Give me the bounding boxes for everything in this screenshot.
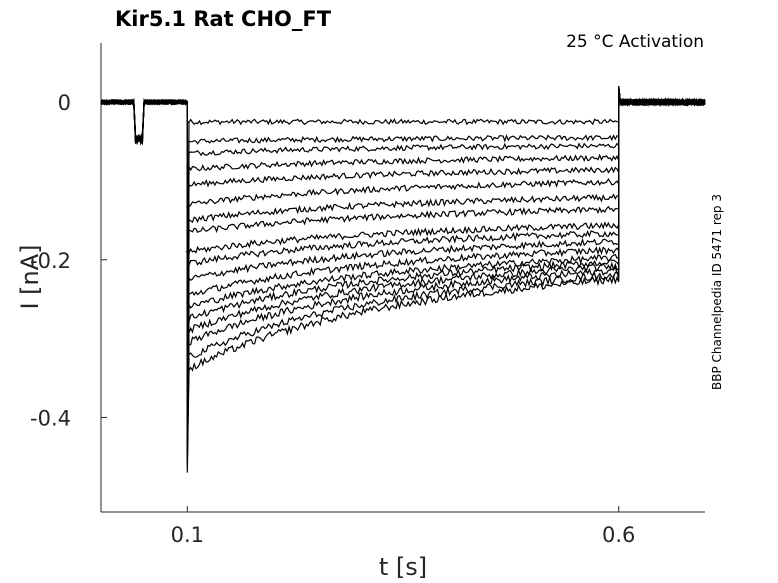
current-trace <box>100 86 706 374</box>
x-axis-label: t [s] <box>379 553 427 581</box>
y-axis-label: I [nA] <box>16 244 44 309</box>
traces <box>100 86 706 473</box>
current-trace <box>100 86 706 442</box>
current-trace <box>100 86 706 387</box>
current-trace <box>100 86 706 448</box>
current-trace <box>100 86 706 473</box>
y-tick-label: 0 <box>58 91 71 115</box>
current-trace <box>100 86 706 467</box>
current-trace <box>100 86 706 455</box>
current-trace <box>100 86 706 405</box>
condition-annotation: 25 °C Activation <box>566 32 704 52</box>
current-trace <box>100 86 706 461</box>
current-trace <box>100 86 706 436</box>
current-trace <box>100 86 706 368</box>
channelpedia-id-label: BBP Channelpedia ID 5471 rep 3 <box>710 194 724 390</box>
current-trace <box>100 86 706 430</box>
ticks: 0.1 0.6 0 -0.2 -0.4 <box>30 91 635 547</box>
x-tick-label: 0.1 <box>171 523 204 547</box>
axes <box>100 43 705 513</box>
current-trace <box>100 86 706 399</box>
chart-title: Kir5.1 Rat CHO_FT <box>115 7 332 31</box>
current-trace <box>100 86 706 381</box>
y-tick-label: -0.4 <box>30 406 71 430</box>
y-tick-label: -0.2 <box>30 249 71 273</box>
x-tick-label: 0.6 <box>602 523 635 547</box>
current-trace <box>100 86 706 424</box>
current-trace <box>100 86 706 393</box>
current-trace <box>100 86 706 411</box>
current-trace <box>101 86 706 418</box>
